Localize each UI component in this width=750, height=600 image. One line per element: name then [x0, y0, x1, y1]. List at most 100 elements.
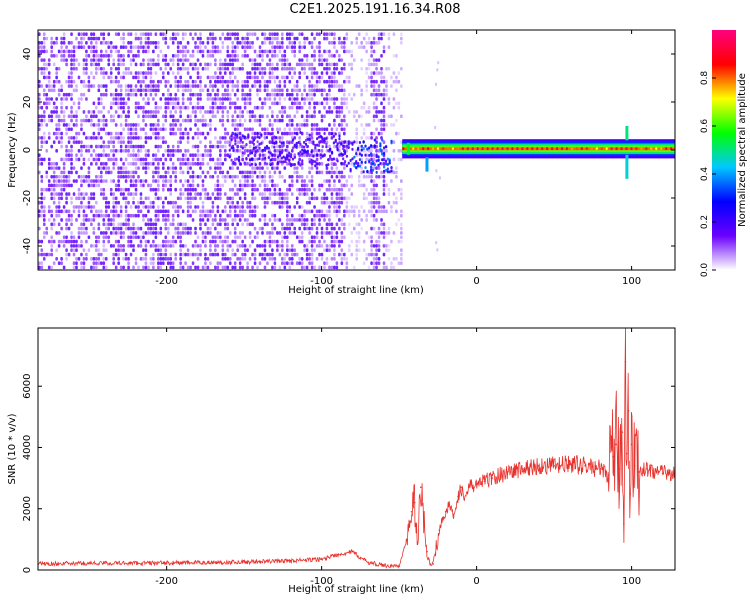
heatmap-cell — [357, 213, 361, 218]
heatmap-cell — [362, 192, 366, 196]
heatmap-cell — [362, 36, 366, 41]
heatmap-cell — [243, 252, 247, 257]
heatmap-cell — [231, 265, 235, 270]
heatmap-cell — [87, 196, 91, 201]
heatmap-cell — [179, 231, 182, 235]
heatmap-cell — [176, 105, 180, 110]
heatmap-cell — [370, 84, 373, 88]
heatmap-cell — [236, 235, 239, 240]
heatmap-cell — [288, 36, 292, 41]
signal-peak — [595, 147, 598, 151]
heatmap-cell — [132, 235, 135, 240]
heatmap-cell — [184, 58, 187, 62]
heatmap-cell — [236, 45, 239, 49]
heatmap-cell — [149, 257, 153, 261]
heatmap-cell — [258, 62, 262, 67]
heatmap-cell — [142, 75, 145, 80]
snr-data-point — [410, 510, 413, 513]
heatmap-cell — [144, 92, 148, 97]
heatmap-cell — [365, 136, 368, 140]
heatmap-cell — [238, 110, 242, 114]
heatmap-cell — [298, 239, 301, 244]
heatmap-cell — [283, 127, 287, 132]
heatmap-cell — [184, 244, 187, 248]
heatmap-cell — [216, 79, 220, 84]
heatmap-cell — [137, 174, 140, 179]
heatmap-cell — [333, 79, 336, 84]
heatmap-cell — [134, 231, 138, 235]
heatmap-cell — [397, 79, 401, 84]
heatmap-cell — [310, 248, 314, 252]
heatmap-cell — [139, 71, 143, 75]
heatmap-cell — [144, 41, 148, 45]
heatmap-cell — [382, 162, 386, 166]
heatmap-cell — [370, 71, 373, 75]
heatmap-cell — [194, 205, 197, 209]
heatmap-cell — [216, 187, 220, 192]
heatmap-cell — [169, 84, 173, 88]
heatmap-cell — [92, 183, 96, 188]
heatmap-cell — [214, 101, 217, 106]
heatmap-cell — [152, 174, 155, 179]
heatmap-cell — [238, 118, 242, 123]
heatmap-cell — [80, 166, 83, 170]
x-tick-label: 100 — [622, 276, 641, 287]
heatmap-cell — [206, 41, 210, 45]
signal-peak — [496, 147, 499, 151]
heatmap-cell — [293, 84, 297, 88]
heatmap-cell — [340, 142, 343, 146]
heatmap-cell — [179, 66, 182, 71]
heatmap-cell — [236, 200, 239, 205]
heatmap-cell — [107, 62, 111, 67]
heatmap-cell — [228, 231, 232, 235]
heatmap-cell — [231, 49, 235, 54]
heatmap-cell — [184, 187, 187, 192]
heatmap-cell — [288, 114, 292, 119]
heatmap-cell — [435, 169, 438, 173]
heatmap-cell — [65, 248, 68, 252]
heatmap-cell — [206, 192, 210, 196]
heatmap-cell — [246, 75, 249, 80]
heatmap-cell — [253, 226, 257, 231]
heatmap-cell — [157, 79, 160, 84]
heatmap-cell — [142, 213, 145, 218]
heatmap-cell — [134, 170, 138, 175]
heatmap-cell — [60, 140, 63, 144]
heatmap-cell — [142, 58, 145, 62]
signal-peak — [521, 147, 524, 151]
heatmap-cell — [365, 218, 368, 222]
heatmap-cell — [166, 244, 170, 248]
heatmap-cell — [345, 145, 349, 149]
heatmap-cell — [285, 196, 289, 201]
heatmap-cell — [285, 144, 289, 149]
heatmap-cell — [231, 66, 235, 71]
heatmap-cell — [129, 136, 133, 140]
heatmap-cell — [171, 170, 175, 175]
heatmap-cell — [243, 97, 247, 101]
heatmap-cell — [70, 32, 73, 36]
heatmap-cell — [313, 88, 316, 93]
heatmap-cell — [269, 132, 272, 136]
heatmap-cell — [97, 118, 101, 123]
heatmap-cell — [382, 205, 386, 209]
heatmap-cell — [323, 131, 326, 135]
heatmap-cell — [104, 235, 108, 240]
heatmap-cell — [328, 97, 331, 101]
heatmap-cell — [159, 105, 163, 110]
heatmap-cell — [375, 265, 378, 270]
heatmap-cell — [50, 213, 53, 218]
heatmap-cell — [330, 32, 334, 36]
heatmap-cell — [62, 239, 66, 244]
heatmap-cell — [109, 45, 113, 49]
heatmap-cell — [293, 170, 297, 175]
heatmap-cell — [139, 162, 143, 166]
heatmap-cell — [119, 123, 123, 127]
heatmap-cell — [333, 265, 336, 270]
heatmap-cell — [275, 141, 278, 145]
heatmap-cell — [335, 170, 339, 175]
heatmap-cell — [169, 183, 173, 188]
heatmap-cell — [271, 231, 274, 235]
heatmap-cell — [194, 265, 197, 270]
heatmap-cell — [157, 261, 160, 265]
heatmap-cell — [377, 88, 381, 93]
